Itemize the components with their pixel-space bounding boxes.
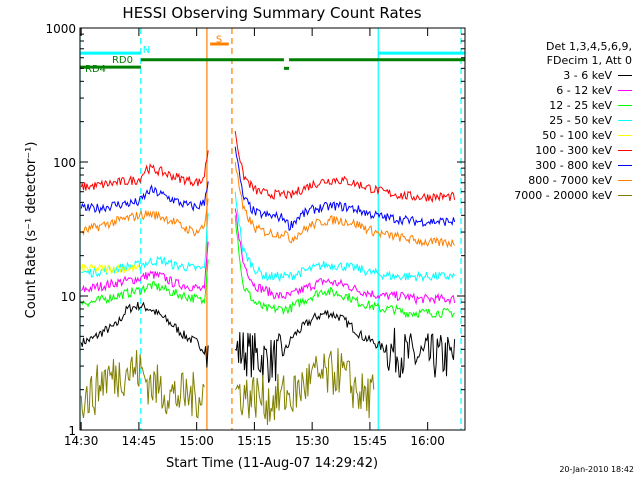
series-line [80, 259, 209, 308]
legend-label: 800 - 7000 keV [528, 174, 612, 187]
annotation-rd4: RD4 [85, 64, 106, 75]
legend-label: 100 - 300 keV [535, 144, 612, 157]
chart-title: HESSI Observing Summary Count Rates [122, 4, 421, 22]
series-group [80, 131, 456, 426]
legend-entry: 300 - 800 keV [500, 158, 632, 173]
legend-label: 50 - 100 keV [542, 129, 612, 142]
plot-frame [79, 27, 466, 431]
x-tick-label: 15:00 [179, 434, 214, 448]
x-axis-label: Start Time (11-Aug-07 14:29:42) [166, 456, 378, 471]
legend-swatch [618, 165, 632, 166]
legend-label: 12 - 25 keV [549, 99, 612, 112]
legend: Det 1,3,4,5,6,9, FDecim 1, Att 0 3 - 6 k… [500, 40, 632, 203]
legend-entry: 25 - 50 keV [500, 113, 632, 128]
series-line [234, 146, 456, 231]
series-line [234, 191, 456, 283]
x-tick-label: 16:00 [410, 434, 445, 448]
y-axis-label: Count Rate (s⁻¹ detector⁻¹) [24, 142, 39, 319]
x-tick-label: 14:30 [64, 434, 99, 448]
x-tick-label: 15:45 [353, 434, 388, 448]
series-line [234, 131, 456, 204]
annotation-n: N [143, 45, 150, 56]
legend-swatch [618, 105, 632, 106]
legend-header-1: Det 1,3,4,5,6,9, [545, 40, 632, 53]
series-line [234, 309, 456, 383]
series-line [80, 150, 209, 191]
x-tick-label: 14:45 [122, 434, 157, 448]
legend-label: 7000 - 20000 keV [514, 189, 612, 202]
legend-swatch [618, 180, 632, 181]
series-line [80, 350, 205, 419]
legend-entry: 7000 - 20000 keV [500, 188, 632, 203]
series-line [80, 198, 209, 237]
annotation-s: S [216, 34, 222, 45]
legend-entry: 3 - 6 keV [500, 68, 632, 83]
legend-label: 300 - 800 keV [535, 159, 612, 172]
legend-swatch [618, 150, 632, 151]
y-tick-label: 1000 [45, 22, 76, 36]
footer-timestamp: 20-Jan-2010 18:42 [559, 465, 634, 474]
series-line [80, 181, 209, 215]
legend-swatch [618, 120, 632, 121]
legend-swatch [618, 195, 632, 196]
x-tick-label: 15:30 [295, 434, 330, 448]
legend-label: 6 - 12 keV [556, 84, 612, 97]
series-line [81, 213, 209, 278]
legend-swatch [618, 90, 632, 91]
series-line [234, 161, 456, 249]
y-tick-label: 10 [61, 290, 76, 304]
legend-entry: 6 - 12 keV [500, 83, 632, 98]
y-tick-label: 100 [53, 156, 76, 170]
x-tick-label: 15:15 [237, 434, 272, 448]
legend-swatch [618, 75, 632, 76]
legend-entry: 100 - 300 keV [500, 143, 632, 158]
series-line [234, 348, 375, 426]
legend-entry: 800 - 7000 keV [500, 173, 632, 188]
series-line [80, 262, 140, 275]
series-line [234, 215, 455, 319]
annotation-rd0: RD0 [112, 55, 133, 66]
legend-header-2: FDecim 1, Att 0 [546, 54, 632, 67]
legend-entry: 50 - 100 keV [500, 128, 632, 143]
y-tick-label: 1 [68, 424, 76, 438]
legend-entry: 12 - 25 keV [500, 98, 632, 113]
series-line [234, 208, 456, 306]
series-line [80, 301, 209, 368]
legend-swatch [618, 135, 632, 136]
legend-label: 25 - 50 keV [549, 114, 612, 127]
series-line [80, 241, 209, 293]
legend-label: 3 - 6 keV [563, 69, 612, 82]
axes: 1 10 100 1000 14:30 14:45 15:00 15:15 15:30 15:45… [45, 22, 466, 448]
